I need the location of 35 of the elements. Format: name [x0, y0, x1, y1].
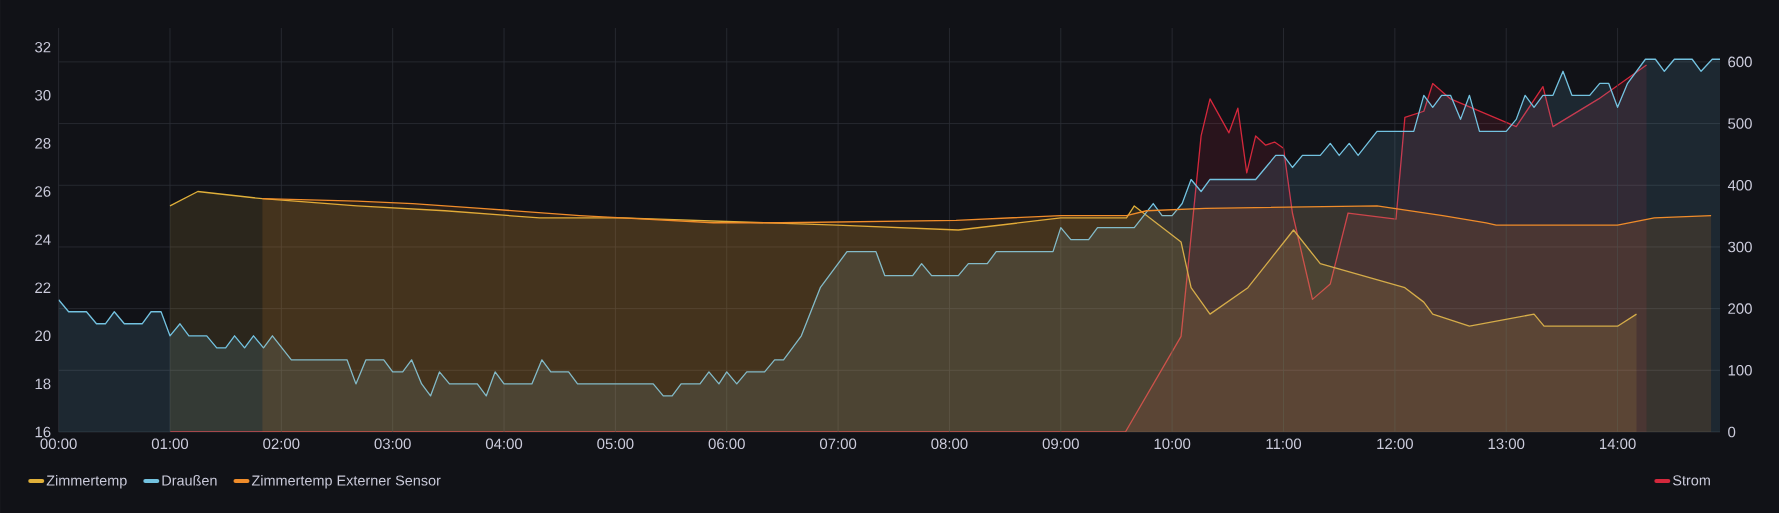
y2-tick-label: 500: [1728, 118, 1752, 129]
y-tick-label: 20: [35, 330, 51, 342]
y2-tick-label: 0: [1728, 426, 1736, 438]
x-tick-label: 00:00: [40, 438, 77, 450]
y2-tick-label: 600: [1728, 56, 1752, 68]
y-tick-label: 26: [35, 186, 51, 197]
x-tick-label: 08:00: [931, 438, 968, 450]
x-tick-label: 14:00: [1600, 438, 1636, 450]
legend-label: Draußen: [162, 475, 217, 486]
x-tick-label: 12:00: [1377, 438, 1413, 450]
x-tick-label: 11:00: [1266, 438, 1302, 450]
y2-tick-label: 400: [1727, 179, 1752, 191]
y-tick-label: 28: [35, 138, 51, 149]
x-tick-label: 07:00: [819, 438, 857, 450]
x-tick-label: 03:00: [374, 438, 411, 450]
x-tick-label: 06:00: [708, 438, 745, 450]
y-tick-label: 32: [35, 41, 51, 53]
legend-label: Zimmertemp Externer Sensor: [251, 475, 441, 489]
y2-tick-label: 200: [1728, 303, 1752, 314]
x-tick-label: 02:00: [263, 438, 300, 450]
x-tick-label: 01:00: [151, 438, 189, 450]
x-tick-label: 13:00: [1488, 438, 1525, 450]
y-tick-label: 22: [35, 282, 51, 293]
y-tick-label: 24: [35, 234, 51, 245]
y-tick-label: 16: [35, 426, 51, 438]
x-tick-label: 04:00: [485, 438, 523, 450]
legend-label: Strom: [1672, 475, 1710, 486]
y2-tick-label: 100: [1728, 365, 1752, 376]
y2-tick-label: 300: [1728, 241, 1752, 253]
y-tick-label: 30: [35, 90, 51, 101]
y-tick-label: 18: [35, 378, 51, 390]
legend-label: Zimmertemp: [46, 475, 127, 489]
x-tick-label: 10:00: [1154, 438, 1191, 450]
x-tick-label: 05:00: [597, 438, 634, 450]
x-tick-label: 09:00: [1042, 438, 1079, 450]
